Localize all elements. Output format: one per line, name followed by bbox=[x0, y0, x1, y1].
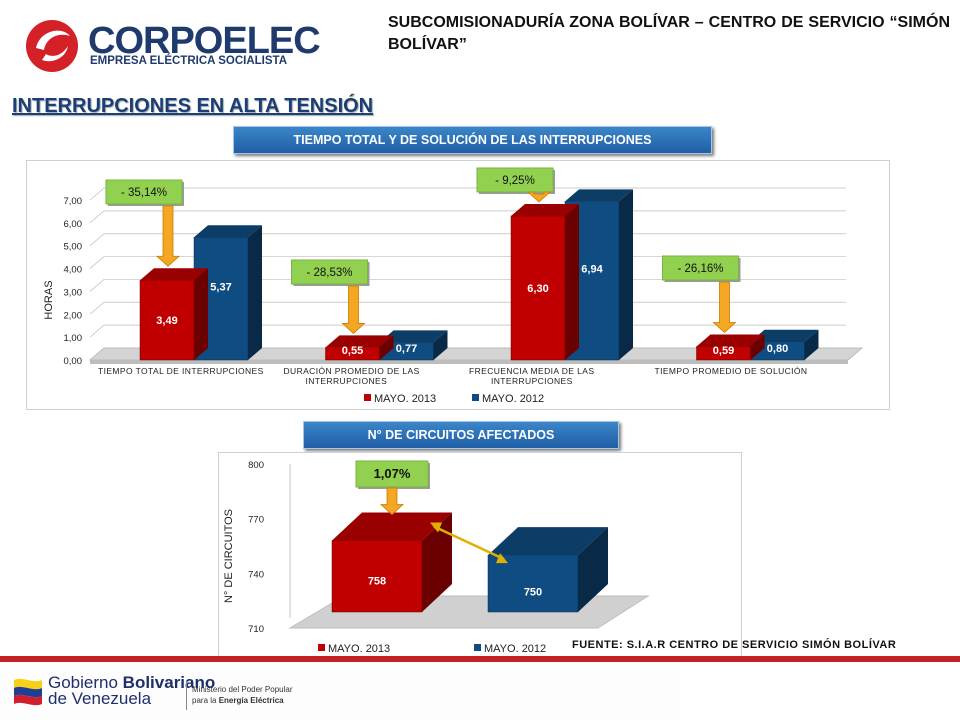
chart2-ytick-label: 770 bbox=[248, 515, 264, 526]
chart1-legend-swatch-2012 bbox=[472, 394, 479, 401]
chart1-category-label: TIEMPO TOTAL DE INTERRUPCIONES bbox=[98, 366, 264, 376]
chart2-arrow-icon bbox=[379, 487, 405, 516]
chart1-category-label: TIEMPO PROMEDIO DE SOLUCIÓN bbox=[655, 366, 808, 376]
chart2-change-callout-label: 1,07% bbox=[374, 466, 411, 481]
gov-line2: de Venezuela bbox=[48, 689, 152, 708]
chart1-gridline bbox=[89, 187, 846, 201]
chart1-arrow-icon bbox=[526, 191, 552, 203]
ministry-line2-bold: Energía Eléctrica bbox=[218, 696, 284, 705]
chart1-data-label-2013: 6,30 bbox=[527, 283, 548, 295]
chart1-data-label-2012: 0,80 bbox=[767, 343, 788, 355]
source-note: FUENTE: S.I.A.R CENTRO DE SERVICIO SIMÓN… bbox=[572, 639, 897, 651]
chart1-data-label-2012: 6,94 bbox=[581, 264, 603, 276]
logo-tagline: EMPRESA ELÉCTRICA SOCIALISTA bbox=[90, 55, 287, 67]
chart2-title-banner: N° DE CIRCUITOS AFECTADOS bbox=[303, 421, 619, 449]
chart1-category-label-cont: INTERRUPCIONES bbox=[491, 376, 573, 386]
chart2-ytick-label: 800 bbox=[248, 460, 264, 471]
venezuela-flag-icon bbox=[14, 678, 42, 706]
chart1-ytick-label: 7,00 bbox=[64, 196, 83, 207]
chart2-arrowhead-left-icon bbox=[430, 522, 442, 533]
gov-line1: Gobierno bbox=[48, 673, 123, 692]
chart2-bar-2012 bbox=[487, 527, 608, 613]
chart2-legend-swatch-2012 bbox=[474, 644, 481, 651]
chart2-change-callout-box bbox=[355, 460, 429, 488]
page-title: INTERRUPCIONES EN ALTA TENSIÓN bbox=[12, 95, 374, 117]
ministry-wordmark: Ministerio del Poder Popular para la Ene… bbox=[192, 684, 293, 706]
chart1-ytick-label: 5,00 bbox=[64, 242, 83, 253]
chart1-ytick-label: 6,00 bbox=[64, 219, 83, 230]
chart1-change-callout-label: - 35,14% bbox=[121, 187, 167, 199]
chart1-ytick-label: 1,00 bbox=[64, 333, 83, 344]
chart1-data-label-2012: 5,37 bbox=[210, 282, 231, 294]
chart2-arrowhead-right-icon bbox=[496, 553, 508, 564]
chart1-arrow-icon bbox=[155, 205, 181, 267]
chart1-data-label-2013: 0,55 bbox=[342, 345, 363, 357]
chart1-bar-2013 bbox=[325, 335, 394, 361]
chart2-ytick-label: 740 bbox=[248, 569, 264, 580]
chart1-data-label-2013: 0,59 bbox=[713, 345, 734, 357]
corpoelec-logo-icon bbox=[26, 20, 78, 72]
chart2-svg: 710 740 770 800 N° DE CIRCUITOS 758 750 1,07% MA… bbox=[223, 460, 650, 655]
chart2-bar-2013 bbox=[331, 512, 452, 613]
footer-divider bbox=[0, 656, 960, 662]
chart1-category-label: FRECUENCIA MEDIA DE LAS bbox=[469, 366, 594, 376]
chart1-ylabel: HORAS bbox=[43, 280, 55, 319]
chart1-arrow-icon bbox=[712, 281, 737, 334]
footer bbox=[0, 662, 680, 720]
chart1-data-label-2013: 3,49 bbox=[156, 315, 177, 327]
chart1-bar-2013 bbox=[139, 268, 208, 361]
chart1-gridline bbox=[89, 210, 846, 224]
chart1-change-callout-box bbox=[291, 259, 368, 285]
chart1-category-label: DURACIÓN PROMEDIO DE LAS bbox=[284, 366, 420, 376]
chart1-bar-2013 bbox=[510, 204, 579, 361]
chart1-change-callout-label: - 26,16% bbox=[677, 263, 723, 275]
chart1-change-callout-box bbox=[476, 167, 554, 193]
chart2-legend-label-2012: MAYO. 2012 bbox=[484, 643, 546, 655]
chart1-bar-2013 bbox=[696, 334, 765, 361]
logo-name: CORPOELEC bbox=[88, 20, 321, 62]
header-subtitle: SUBCOMISIONADURÍA ZONA BOLÍVAR – CENTRO … bbox=[388, 14, 950, 53]
chart2-data-label-2012: 750 bbox=[524, 587, 542, 599]
chart1-change-callout-box bbox=[105, 179, 183, 205]
chart2-data-label-2013: 758 bbox=[368, 575, 386, 587]
chart1-ytick-label: 2,00 bbox=[64, 310, 83, 321]
chart1-arrow-icon bbox=[341, 285, 366, 334]
chart1-change-callout-label: - 9,25% bbox=[495, 175, 535, 187]
chart1-ytick-label: 0,00 bbox=[64, 356, 83, 367]
ministry-line1: Ministerio del Poder Popular bbox=[192, 685, 293, 694]
government-wordmark: Gobierno Bolivariano de Venezuela bbox=[48, 673, 216, 708]
chart1-svg: 0,00 1,00 2,00 3,00 4,00 5,00 6,00 7,00 HORAS 3,4… bbox=[43, 167, 864, 405]
chart1-category-label-cont: INTERRUPCIONES bbox=[306, 376, 388, 386]
chart1-legend-swatch-2013 bbox=[364, 394, 371, 401]
chart2-compare-arrow-icon bbox=[433, 525, 505, 561]
chart1-floor-edge bbox=[90, 360, 848, 364]
chart2-ytick-label: 710 bbox=[248, 624, 264, 635]
chart1-legend-label-2013: MAYO. 2013 bbox=[374, 393, 436, 405]
ministry-line2: para la bbox=[192, 696, 219, 705]
chart1-ytick-label: 3,00 bbox=[64, 287, 83, 298]
chart2-ylabel: N° DE CIRCUITOS bbox=[223, 509, 235, 603]
chart1-ytick-label: 4,00 bbox=[64, 265, 83, 276]
chart1-data-label-2012: 0,77 bbox=[396, 343, 417, 355]
chart1-title-banner: TIEMPO TOTAL Y DE SOLUCIÓN DE LAS INTERR… bbox=[233, 126, 712, 154]
chart2-legend-swatch-2013 bbox=[318, 644, 325, 651]
ministry-divider bbox=[186, 680, 187, 710]
chart1-legend-label-2012: MAYO. 2012 bbox=[482, 393, 544, 405]
gov-line1-bold: Bolivariano bbox=[122, 673, 216, 692]
chart1-change-callout-box bbox=[662, 255, 739, 281]
chart2-legend-label-2013: MAYO. 2013 bbox=[328, 643, 390, 655]
chart1-change-callout-label: - 28,53% bbox=[306, 267, 352, 279]
